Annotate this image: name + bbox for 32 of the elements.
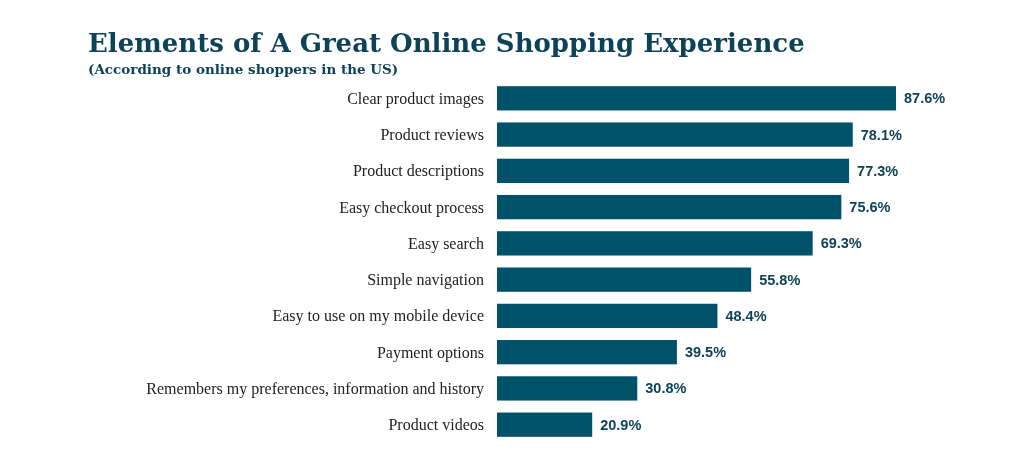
bar: [497, 231, 813, 256]
data-label: 69.3%: [820, 235, 862, 252]
y-tick-label: Product videos: [388, 416, 484, 434]
text: (According to online shoppers in the US): [88, 61, 399, 77]
data-label: 75.6%: [849, 199, 891, 216]
data-label: 55.8%: [759, 271, 801, 288]
data-label: 48.4%: [725, 307, 767, 324]
bar: [497, 122, 853, 147]
y-tick-label: Clear product images: [347, 89, 484, 108]
data-label: 30.8%: [645, 380, 687, 397]
bar: [497, 267, 752, 292]
bar: [497, 303, 718, 329]
y-tick-label: Remembers my preferences, information and history: [146, 380, 484, 399]
y-tick-label: Payment options: [376, 343, 484, 362]
data-label: 78.1%: [860, 126, 902, 143]
y-tick-label: Easy search: [408, 234, 484, 253]
data-label: 39.5%: [684, 344, 727, 361]
y-tick-label: Simple navigation: [367, 271, 484, 290]
bar: [497, 158, 850, 183]
y-tick-label: Easy checkout process: [339, 198, 484, 217]
bar: [497, 86, 896, 111]
y-tick-label: Product descriptions: [352, 162, 484, 181]
data-label: 20.9%: [600, 416, 642, 433]
y-tick-label: Product reviews: [380, 126, 484, 144]
y-tick-label: Easy to use on my mobile device: [272, 307, 484, 326]
bar: [497, 194, 842, 220]
bar: [497, 376, 638, 401]
bar: [497, 340, 677, 365]
bar: [497, 412, 593, 437]
data-label: 87.6%: [904, 90, 946, 107]
chart-title: Elements of A Great Online Shopping Experience: [88, 28, 805, 58]
data-label: 77.3%: [857, 162, 899, 179]
